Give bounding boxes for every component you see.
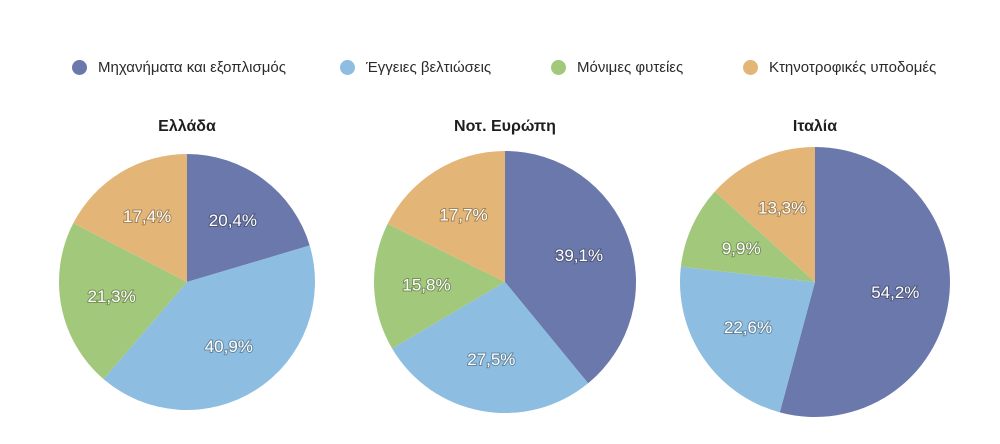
pie-slice-italy-livestock bbox=[714, 147, 815, 282]
pie-greece: 20,4% 40,9% 21,3% 17,4% bbox=[59, 154, 315, 410]
legend-item-livestock: Κτηνοτροφικές υποδομές bbox=[743, 52, 936, 82]
pie-slice-southern-europe-machinery bbox=[505, 151, 637, 384]
pie-slice-italy-machinery bbox=[779, 147, 950, 417]
legend-swatch-livestock bbox=[743, 59, 758, 75]
pie-label-southern-europe-livestock: 17,7% bbox=[439, 206, 487, 225]
legend-label-land-improvements: Έγγειες βελτιώσεις bbox=[366, 58, 492, 76]
legend-item-land-improvements: Έγγειες βελτιώσεις bbox=[340, 52, 491, 82]
pie-label-italy-permanent-crops: 9,9% bbox=[722, 239, 761, 258]
chart-title-greece: Ελλάδα bbox=[158, 118, 216, 135]
pie-label-italy-livestock: 13,3% bbox=[758, 199, 806, 218]
pie-slice-southern-europe-land-improvements bbox=[392, 282, 589, 414]
pie-slice-greece-livestock bbox=[73, 154, 187, 282]
pie-label-italy-land-improvements: 22,6% bbox=[724, 318, 772, 337]
legend-item-machinery: Μηχανήματα και εξοπλισμός bbox=[72, 52, 286, 82]
legend: Μηχανήματα και εξοπλισμός Έγγειες βελτιώ… bbox=[0, 52, 1000, 82]
legend-swatch-permanent-crops bbox=[551, 59, 566, 75]
pie-label-greece-land-improvements: 40,9% bbox=[205, 337, 253, 356]
pie-southern-europe: 39,1% 27,5% 15,8% 17,7% bbox=[373, 151, 637, 414]
legend-label-livestock: Κτηνοτροφικές υποδομές bbox=[769, 58, 937, 76]
pie-label-southern-europe-machinery: 39,1% bbox=[555, 246, 603, 265]
pie-label-greece-permanent-crops: 21,3% bbox=[87, 287, 135, 306]
pie-label-greece-machinery: 20,4% bbox=[209, 211, 257, 230]
legend-label-machinery: Μηχανήματα και εξοπλισμός bbox=[98, 58, 286, 76]
pie-slice-southern-europe-livestock bbox=[387, 151, 505, 282]
legend-label-permanent-crops: Μόνιμες φυτείες bbox=[577, 58, 684, 76]
pie-slice-greece-land-improvements bbox=[103, 245, 315, 410]
pie-slice-southern-europe-permanent-crops bbox=[373, 223, 505, 349]
chart-title-southern-europe: Νοτ. Ευρώπη bbox=[454, 118, 556, 135]
pie-label-greece-livestock: 17,4% bbox=[123, 207, 171, 226]
pie-slice-greece-permanent-crops bbox=[59, 223, 188, 380]
pie-italy: 54,2% 22,6% 9,9% 13,3% bbox=[679, 147, 950, 417]
pie-label-southern-europe-land-improvements: 27,5% bbox=[467, 350, 515, 369]
pie-label-italy-machinery: 54,2% bbox=[871, 283, 919, 302]
legend-swatch-machinery bbox=[72, 59, 87, 75]
pie-slice-italy-permanent-crops bbox=[680, 191, 815, 282]
pie-label-southern-europe-permanent-crops: 15,8% bbox=[402, 275, 450, 294]
chart-title-italy: Ιταλία bbox=[792, 118, 838, 135]
legend-item-permanent-crops: Μόνιμες φυτείες bbox=[551, 52, 683, 82]
legend-swatch-land-improvements bbox=[340, 59, 355, 75]
pie-slice-greece-machinery bbox=[187, 154, 310, 282]
pie-slice-italy-land-improvements bbox=[679, 266, 815, 413]
